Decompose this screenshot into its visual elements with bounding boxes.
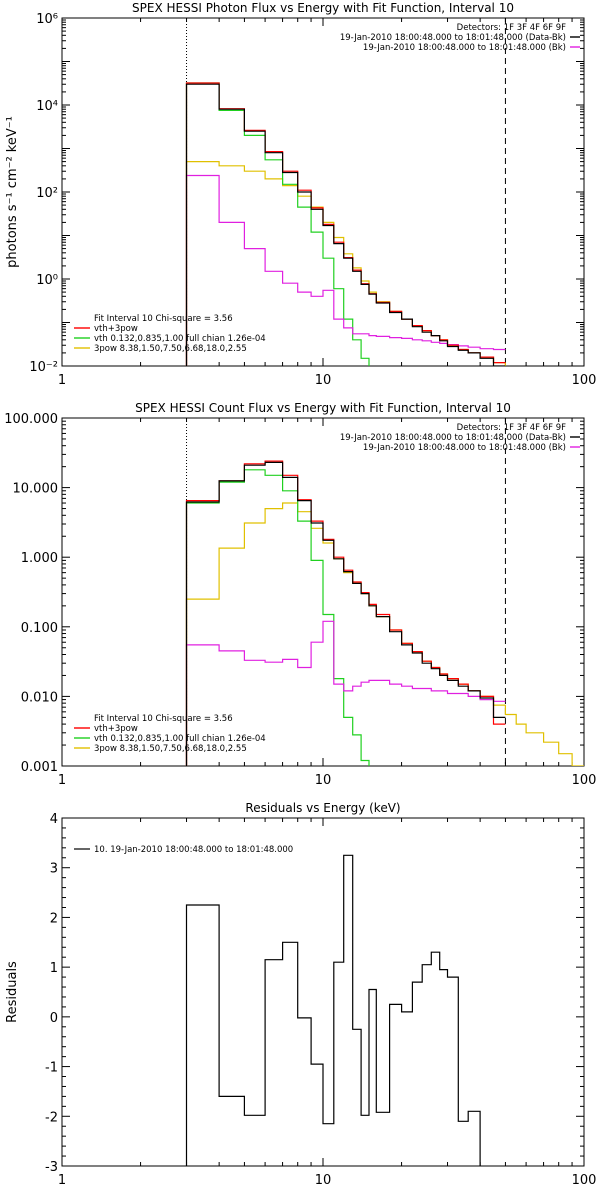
legend-bottom-entry: 3pow 8.38,1.50,7.50,6.68,18.0,2.55 (94, 744, 247, 754)
x-tick-label: 100 (572, 1173, 597, 1188)
y-tick-label: -1 (45, 1061, 58, 1076)
x-tick-label: 1 (58, 373, 66, 388)
legend-bottom-entry: vth 0.132,0.835,1.00 full chian 1.26e-04 (94, 334, 266, 344)
plot-area (185, 18, 506, 366)
y-tick-label: 0.001 (21, 760, 58, 775)
x-tick-label: 100 (572, 773, 597, 788)
y-tick-label: 10⁶ (36, 12, 58, 27)
y-tick-label: 0.010 (21, 690, 58, 705)
y-tick-label: 10.000 (13, 482, 59, 497)
legend-bottom-entry: vth+3pow (94, 724, 138, 734)
x-tick-label: 10 (315, 1173, 332, 1188)
legend-top-entry: Detectors: 1F 3F 4F 6F 9F (457, 423, 566, 433)
legend-top-entry: 19-Jan-2010 18:00:48.000 to 18:01:48.000… (363, 43, 566, 53)
legend-top-entry: Detectors: 1F 3F 4F 6F 9F (457, 23, 566, 33)
x-tick-label: 10 (315, 773, 332, 788)
series-vth-3pow (185, 460, 506, 766)
y-tick-label: 0 (50, 1011, 58, 1026)
chart-title: SPEX HESSI Photon Flux vs Energy with Fi… (132, 1, 514, 15)
plot-area (185, 854, 481, 1166)
series-bk (185, 620, 506, 766)
y-tick-label: 1 (50, 961, 58, 976)
series-vth (185, 469, 370, 766)
y-tick-label: 0.100 (21, 621, 58, 636)
plot-area (185, 418, 584, 766)
legend-top-entry: 19-Jan-2010 18:00:48.000 to 18:01:48.000… (340, 33, 566, 43)
y-tick-label: -2 (45, 1110, 58, 1125)
chart-title: SPEX HESSI Count Flux vs Energy with Fit… (135, 401, 511, 415)
legend-bottom-entry: vth+3pow (94, 324, 138, 334)
legend-bottom-entry: vth 0.132,0.835,1.00 full chian 1.26e-04 (94, 734, 266, 744)
y-axis-label: photons s⁻¹ cm⁻² keV⁻¹ (5, 116, 20, 268)
x-tick-label: 100 (572, 373, 597, 388)
y-tick-label: 10⁻² (29, 360, 58, 375)
series-10-19-jan-2010-18-00-48-000-to-18-01-48-000 (185, 854, 481, 1166)
y-tick-label: 100.000 (4, 412, 58, 427)
y-tick-label: 4 (50, 812, 58, 827)
legend-top-entry: 19-Jan-2010 18:00:48.000 to 18:01:48.000… (363, 443, 566, 453)
series-data-bk (185, 461, 506, 766)
photon-flux-chart: SPEX HESSI Photon Flux vs Energy with Fi… (5, 1, 597, 388)
y-tick-label: 2 (50, 911, 58, 926)
y-axis-label: Residuals (5, 961, 20, 1023)
legend-bottom-entry: Fit Interval 10 Chi-square = 3.56 (94, 314, 233, 324)
series-data-bk (185, 83, 506, 366)
x-tick-label: 1 (58, 1173, 66, 1188)
y-tick-label: 10⁴ (36, 99, 58, 114)
x-tick-label: 10 (315, 373, 332, 388)
legend-top-entry: 19-Jan-2010 18:00:48.000 to 18:01:48.000… (340, 433, 566, 443)
x-tick-label: 1 (58, 773, 66, 788)
chart-title: Residuals vs Energy (keV) (245, 801, 400, 815)
series-3pow (185, 502, 506, 766)
legend-bottom-entry: Fit Interval 10 Chi-square = 3.56 (94, 714, 233, 724)
legend-entry: 10. 19-Jan-2010 18:00:48.000 to 18:01:48… (94, 845, 293, 855)
y-tick-label: 1.000 (21, 551, 58, 566)
y-tick-label: -3 (45, 1160, 58, 1175)
count-flux-chart: SPEX HESSI Count Flux vs Energy with Fit… (4, 401, 597, 788)
legend-bottom-entry: 3pow 8.38,1.50,7.50,6.68,18.0,2.55 (94, 344, 247, 354)
y-tick-label: 10⁰ (36, 273, 58, 288)
y-tick-label: 10² (36, 186, 58, 201)
series-3pow-tail (504, 705, 584, 766)
y-tick-label: 3 (50, 862, 58, 877)
